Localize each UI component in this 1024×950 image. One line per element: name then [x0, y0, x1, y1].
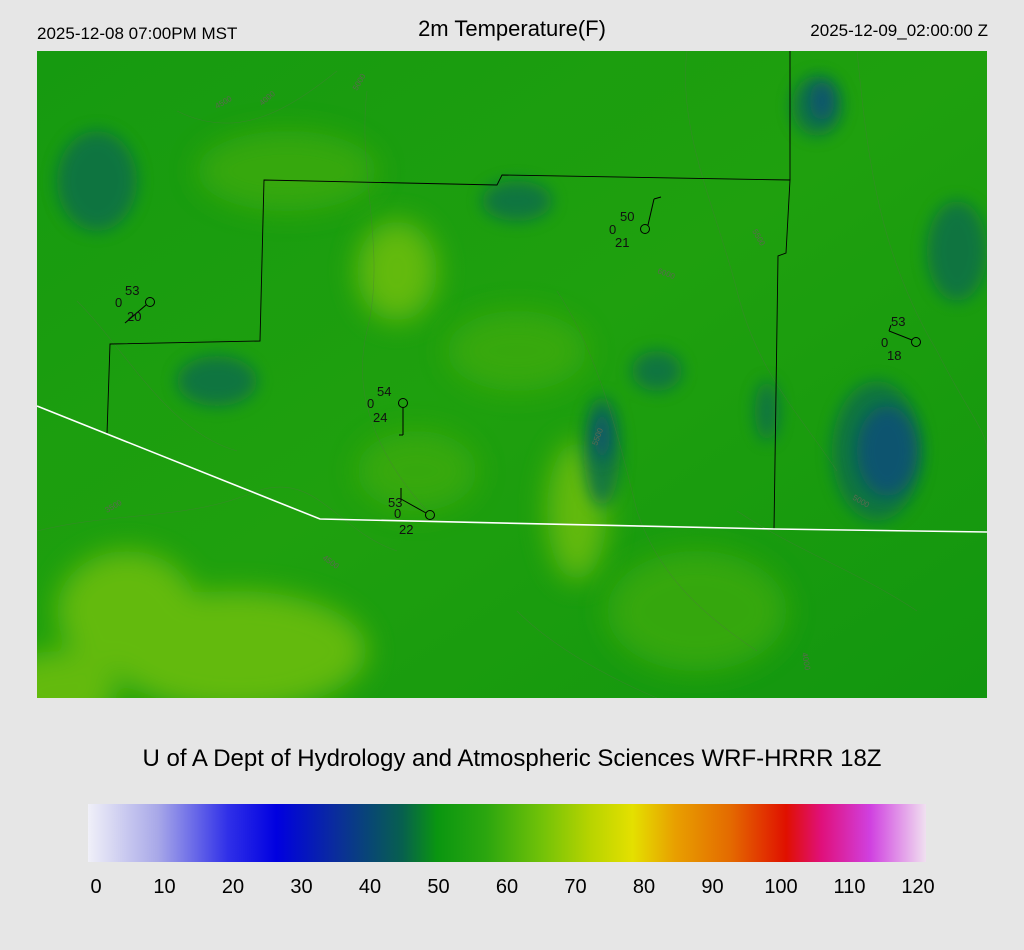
station-temperature: 53	[891, 314, 905, 329]
colorbar-tick-label: 60	[495, 876, 519, 898]
colorbar-tick-label: 100	[764, 876, 798, 898]
contour-label: 4000	[800, 652, 812, 672]
colorbar-tick-label: 10	[153, 876, 176, 898]
station-plot: 53 0 22	[388, 488, 435, 537]
station-value-left: 0	[115, 295, 122, 310]
county-boundaries	[106, 51, 791, 530]
colorbar-tick-label: 70	[564, 876, 587, 898]
station-plot: 50 0 21	[609, 196, 662, 250]
station-temperature: 54	[377, 384, 391, 399]
colorbar-tick-label: 30	[290, 876, 313, 898]
station-plot: 53 0 20	[115, 283, 155, 324]
station-temperature: 53	[388, 495, 402, 510]
colorbar-tick-label: 90	[701, 876, 724, 898]
model-credit: U of A Dept of Hydrology and Atmospheric…	[142, 745, 882, 772]
map-title: 2m Temperature(F)	[418, 16, 606, 41]
station-dewpoint: 22	[399, 522, 413, 537]
station-value-left: 0	[394, 506, 401, 521]
colorbar-tick-label: 80	[632, 876, 656, 898]
station-plot: 54 0 24	[367, 384, 408, 436]
station-dewpoint: 21	[615, 235, 629, 250]
colorbar-tick-label: 120	[901, 876, 935, 898]
local-time-label: 2025-12-08 07:00PM MST	[37, 24, 238, 43]
station-dewpoint: 20	[127, 309, 141, 324]
colorbar-tick-label: 0	[90, 876, 102, 898]
state-border-line	[37, 405, 987, 533]
station-temperature: 50	[620, 209, 634, 224]
valid-time-label: 2025-12-09_02:00:00 Z	[810, 21, 988, 40]
station-value-left: 0	[609, 222, 616, 237]
temperature-colorbar	[88, 804, 926, 862]
cold-zones	[594, 81, 917, 496]
terrain-contours	[37, 51, 987, 698]
station-dewpoint: 24	[373, 410, 387, 425]
warm-zones	[37, 221, 607, 698]
station-dewpoint: 18	[887, 348, 901, 363]
station-value-left: 0	[367, 396, 374, 411]
station-plot: 53 0 18	[881, 314, 921, 363]
colorbar-tick-labels: 0 10 20 30 40 50 60 70 80 90 100 110 120	[0, 876, 1024, 902]
station-value-left: 0	[881, 335, 888, 350]
mild-zones	[197, 131, 787, 671]
colorbar-tick-label: 20	[221, 876, 245, 898]
colorbar-gradient	[88, 804, 926, 862]
station-temperature: 53	[125, 283, 139, 298]
temperature-map: 4500 4000 5000 5500 6000 3500 4500 5000 …	[37, 51, 987, 698]
colorbar-tick-label: 40	[358, 876, 382, 898]
colorbar-tick-label: 110	[833, 876, 866, 898]
colorbar-tick-label: 50	[427, 876, 450, 898]
